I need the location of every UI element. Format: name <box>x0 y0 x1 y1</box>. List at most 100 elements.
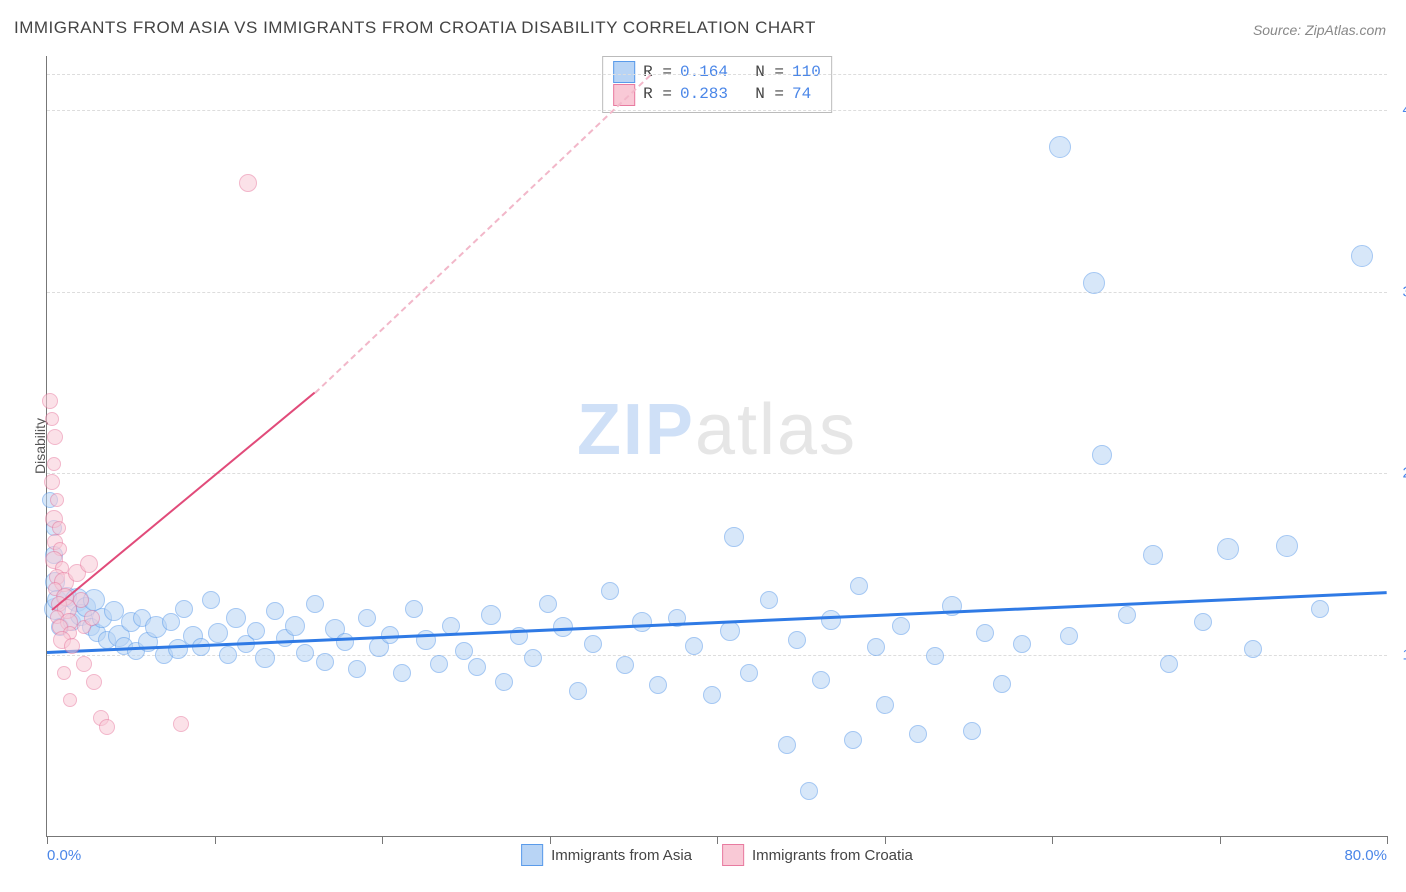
x-tick <box>550 836 551 844</box>
legend-label: Immigrants from Croatia <box>752 847 913 864</box>
scatter-point-asia <box>778 736 796 754</box>
scatter-point-asia <box>892 617 910 635</box>
gridline-h <box>47 655 1387 656</box>
scatter-point-asia <box>844 731 862 749</box>
scatter-point-asia <box>336 633 354 651</box>
scatter-point-asia <box>1083 272 1105 294</box>
scatter-point-croatia <box>63 693 77 707</box>
y-tick-label: 40.0% <box>1395 102 1406 119</box>
scatter-point-croatia <box>44 474 60 490</box>
scatter-point-asia <box>788 631 806 649</box>
scatter-point-asia <box>720 621 740 641</box>
stat-r-label: R = <box>643 61 672 83</box>
scatter-point-asia <box>539 595 557 613</box>
x-tick <box>215 836 216 844</box>
scatter-point-asia <box>219 646 237 664</box>
scatter-point-croatia <box>52 521 66 535</box>
scatter-point-asia <box>175 600 193 618</box>
x-tick <box>885 836 886 844</box>
scatter-point-asia <box>649 676 667 694</box>
x-tick <box>1052 836 1053 844</box>
trend-line <box>47 591 1387 654</box>
scatter-point-asia <box>1276 535 1298 557</box>
y-tick-label: 10.0% <box>1395 646 1406 663</box>
scatter-plot: ZIPatlas R =0.164 N =110R =0.283 N = 74 … <box>46 56 1387 837</box>
legend-swatch <box>613 84 635 106</box>
scatter-point-asia <box>524 649 542 667</box>
stat-r-value: 0.283 <box>680 83 728 105</box>
scatter-point-asia <box>867 638 885 656</box>
scatter-point-croatia <box>80 555 98 573</box>
gridline-h <box>47 473 1387 474</box>
x-tick-label: 0.0% <box>47 847 81 864</box>
scatter-point-asia <box>685 637 703 655</box>
scatter-point-asia <box>760 591 778 609</box>
scatter-point-croatia <box>84 610 100 626</box>
scatter-point-asia <box>926 647 944 665</box>
scatter-point-asia <box>976 624 994 642</box>
scatter-point-asia <box>358 609 376 627</box>
scatter-point-asia <box>1049 136 1071 158</box>
legend-swatch <box>722 844 744 866</box>
scatter-point-asia <box>1160 655 1178 673</box>
scatter-point-asia <box>430 655 448 673</box>
scatter-point-asia <box>255 648 275 668</box>
x-tick <box>1220 836 1221 844</box>
scatter-point-asia <box>812 671 830 689</box>
source-name: ZipAtlas.com <box>1305 22 1386 38</box>
scatter-point-asia <box>1118 606 1136 624</box>
scatter-point-asia <box>1311 600 1329 618</box>
y-tick-label: 30.0% <box>1395 283 1406 300</box>
scatter-point-asia <box>850 577 868 595</box>
scatter-point-asia <box>1244 640 1262 658</box>
scatter-point-asia <box>455 642 473 660</box>
stat-r-value: 0.164 <box>680 61 728 83</box>
gridline-h <box>47 74 1387 75</box>
scatter-point-asia <box>208 623 228 643</box>
legend-item: Immigrants from Croatia <box>722 844 913 866</box>
chart-title: IMMIGRANTS FROM ASIA VS IMMIGRANTS FROM … <box>14 18 816 38</box>
scatter-point-asia <box>1351 245 1373 267</box>
watermark-atlas: atlas <box>695 390 857 470</box>
scatter-point-asia <box>1143 545 1163 565</box>
watermark: ZIPatlas <box>577 389 857 471</box>
scatter-point-asia <box>285 616 305 636</box>
scatter-point-asia <box>1194 613 1212 631</box>
scatter-point-croatia <box>50 493 64 507</box>
x-tick <box>47 836 48 844</box>
x-tick <box>1387 836 1388 844</box>
scatter-point-asia <box>226 608 246 628</box>
stat-n-value: 110 <box>792 61 821 83</box>
scatter-point-asia <box>616 656 634 674</box>
scatter-point-asia <box>703 686 721 704</box>
scatter-point-croatia <box>73 592 89 608</box>
correlation-stats-box: R =0.164 N =110R =0.283 N = 74 <box>602 56 832 113</box>
stat-n-label: N = <box>736 83 784 105</box>
scatter-point-croatia <box>47 457 61 471</box>
stat-r-label: R = <box>643 83 672 105</box>
scatter-point-asia <box>632 612 652 632</box>
scatter-point-croatia <box>173 716 189 732</box>
scatter-point-croatia <box>86 674 102 690</box>
legend-item: Immigrants from Asia <box>521 844 692 866</box>
legend-swatch <box>521 844 543 866</box>
scatter-point-asia <box>740 664 758 682</box>
gridline-h <box>47 292 1387 293</box>
stats-row: R =0.283 N = 74 <box>613 83 821 105</box>
scatter-point-asia <box>393 664 411 682</box>
scatter-point-asia <box>468 658 486 676</box>
scatter-point-asia <box>569 682 587 700</box>
gridline-h <box>47 110 1387 111</box>
series-legend: Immigrants from Asia Immigrants from Croa… <box>521 844 913 866</box>
scatter-point-asia <box>202 591 220 609</box>
scatter-point-asia <box>909 725 927 743</box>
scatter-point-asia <box>963 722 981 740</box>
source-credit: Source: ZipAtlas.com <box>1253 22 1386 38</box>
scatter-point-asia <box>584 635 602 653</box>
y-tick-label: 20.0% <box>1395 465 1406 482</box>
scatter-point-asia <box>316 653 334 671</box>
scatter-point-asia <box>1013 635 1031 653</box>
scatter-point-croatia <box>239 174 257 192</box>
scatter-point-croatia <box>76 656 92 672</box>
scatter-point-asia <box>306 595 324 613</box>
